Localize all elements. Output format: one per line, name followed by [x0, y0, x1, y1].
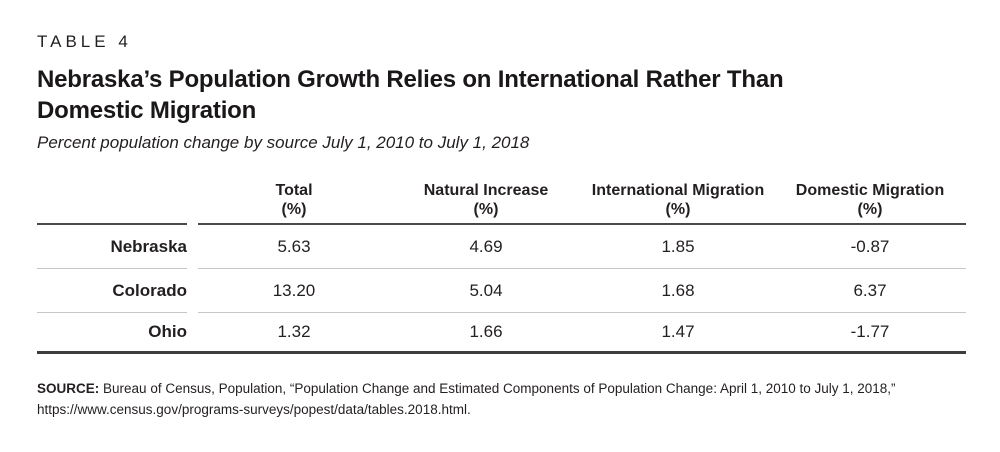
table-header-row: Total (%) Natural Increase (%) Internati…: [37, 179, 966, 225]
column-header-natural-increase: Natural Increase (%): [390, 181, 582, 219]
cell-total: 13.20: [272, 280, 316, 300]
source-note: SOURCE: Bureau of Census, Population, “P…: [37, 378, 957, 420]
table-row-colorado: Colorado 13.20 5.04 1.68 6.37: [37, 269, 966, 313]
column-header-unit: (%): [281, 201, 307, 218]
column-header-name: Natural Increase: [423, 182, 549, 199]
cell-domestic-migration: -1.77: [850, 322, 890, 341]
column-gap: [187, 225, 198, 269]
row-label-header-cell: [37, 179, 187, 225]
row-values: 13.20 5.04 1.68 6.37: [198, 269, 966, 313]
table-subtitle: Percent population change by source July…: [37, 133, 530, 152]
cell-domestic-migration: -0.87: [850, 236, 890, 256]
cell-natural-increase: 1.66: [469, 322, 503, 341]
column-header-domestic-migration: Domestic Migration (%): [774, 181, 966, 219]
column-header-unit: (%): [665, 201, 691, 218]
column-gap: [187, 313, 198, 351]
cell-natural-increase: 4.69: [469, 236, 503, 256]
cell-international-migration: 1.68: [661, 280, 695, 300]
column-header-name: International Migration: [591, 182, 765, 199]
row-label: Ohio: [148, 322, 187, 341]
column-header-total: Total (%): [198, 181, 390, 219]
column-header-international-migration: International Migration (%): [582, 181, 774, 219]
cell-total: 1.32: [277, 322, 311, 341]
column-gap: [187, 269, 198, 313]
row-values: 1.32 1.66 1.47 -1.77: [198, 313, 966, 351]
column-header-name: Domestic Migration: [795, 182, 945, 199]
cell-domestic-migration: 6.37: [853, 280, 887, 300]
title-line-2: Domestic Migration: [37, 97, 257, 124]
cell-total: 5.63: [277, 236, 311, 256]
table-row-nebraska: Nebraska 5.63 4.69 1.85 -0.87: [37, 225, 966, 269]
data-table: Total (%) Natural Increase (%) Internati…: [37, 179, 966, 354]
cell-international-migration: 1.85: [661, 236, 695, 256]
title-line-1: Nebraska’s Population Growth Relies on I…: [37, 66, 784, 93]
cell-natural-increase: 5.04: [469, 280, 503, 300]
column-header-unit: (%): [857, 201, 883, 218]
row-values: 5.63 4.69 1.85 -0.87: [198, 225, 966, 269]
source-label: SOURCE:: [37, 381, 100, 396]
source-text: Bureau of Census, Population, “Populatio…: [37, 381, 896, 417]
column-header-unit: (%): [473, 201, 499, 218]
row-label: Colorado: [37, 269, 187, 313]
cell-international-migration: 1.47: [661, 322, 695, 341]
table-number-label: TABLE 4: [37, 32, 132, 51]
column-header-name: Total: [275, 182, 313, 199]
page-title: Nebraska’s Population Growth Relies on I…: [37, 64, 966, 126]
header-cells: Total (%) Natural Increase (%) Internati…: [198, 179, 966, 225]
row-label: Nebraska: [37, 225, 187, 269]
column-gap: [187, 179, 198, 225]
table-row-ohio: Ohio 1.32 1.66 1.47 -1.77: [37, 313, 966, 354]
